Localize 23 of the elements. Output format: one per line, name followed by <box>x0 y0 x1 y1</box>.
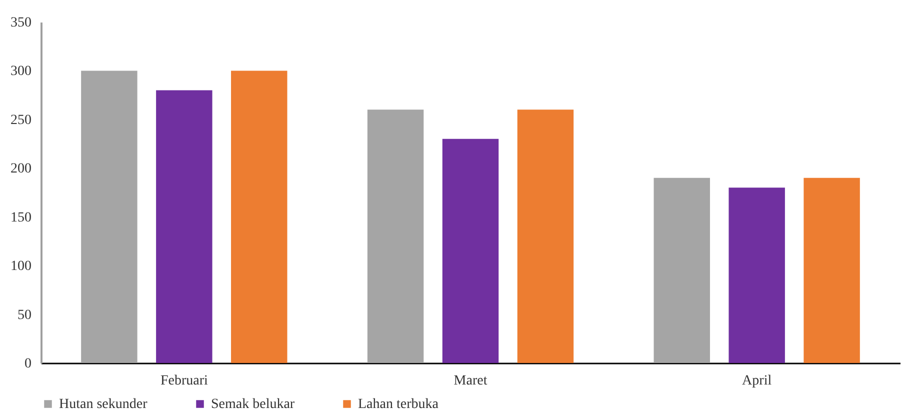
y-tick-label: 300 <box>10 64 32 80</box>
x-tick-label: Februari <box>160 374 208 388</box>
bar <box>156 90 212 363</box>
bar <box>654 178 710 363</box>
bar <box>367 110 424 363</box>
legend-label: Lahan terbuka <box>358 397 440 412</box>
y-tick-label: 50 <box>18 308 32 323</box>
y-tick-label: 350 <box>10 16 32 30</box>
legend-label: Semak belukar <box>211 397 295 412</box>
x-tick-label: Maret <box>454 374 488 388</box>
bar <box>728 188 785 363</box>
bar <box>81 70 138 363</box>
bar <box>231 70 288 363</box>
x-tick-label: April <box>742 374 772 388</box>
legend-label: Hutan sekunder <box>59 397 148 412</box>
y-tick-label: 0 <box>24 356 32 372</box>
bar <box>517 110 574 363</box>
bar <box>804 178 860 363</box>
bar <box>442 138 499 363</box>
y-tick-label: 200 <box>10 162 32 177</box>
y-tick-label: 100 <box>10 259 32 274</box>
y-tick-label: 150 <box>10 210 32 226</box>
y-tick-label: 250 <box>10 112 32 128</box>
